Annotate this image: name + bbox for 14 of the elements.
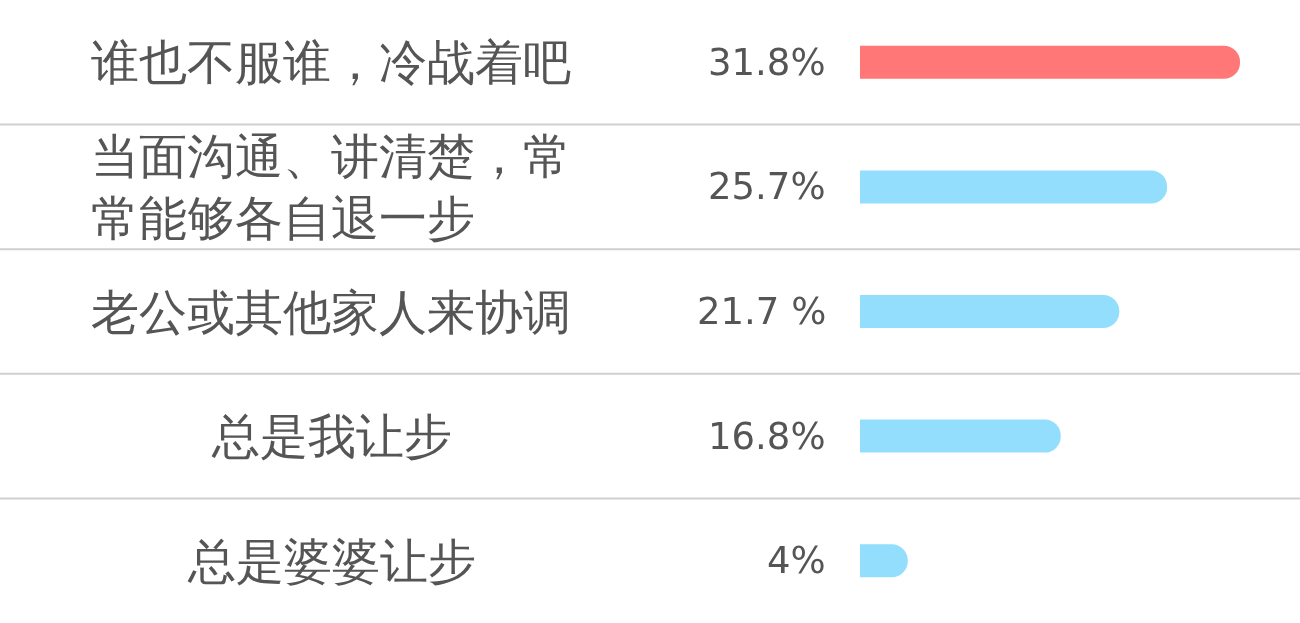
bar (860, 45, 1240, 79)
data-label: 16.8% (708, 415, 826, 458)
data-label: 25.7% (708, 165, 826, 208)
bar (860, 419, 1061, 453)
bar (860, 294, 1120, 329)
y-tick-label: 总是婆婆让步 (187, 533, 476, 589)
bar (860, 170, 1168, 204)
y-tick-label: 老公或其他家人来协调 (91, 284, 571, 340)
y-tick-label: 谁也不服谁，冷战着吧 (91, 34, 571, 90)
y-tick-label: 当面沟通、讲清楚，常常能够各自退一步 (91, 128, 571, 247)
y-tick-label: 总是我让步 (211, 408, 452, 464)
data-label: 4% (767, 539, 826, 582)
data-label: 31.8% (708, 41, 826, 84)
data-label: 21.7 % (697, 290, 827, 333)
